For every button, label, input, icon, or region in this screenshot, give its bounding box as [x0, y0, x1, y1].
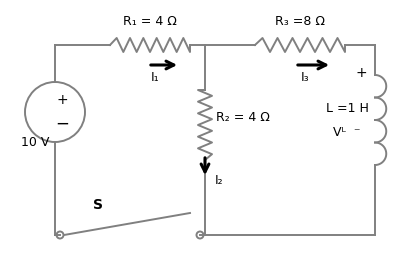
Text: +: +: [355, 66, 367, 80]
Text: 10 V: 10 V: [21, 135, 49, 148]
Text: R₂ = 4 Ω: R₂ = 4 Ω: [216, 110, 270, 124]
Text: S: S: [93, 198, 103, 212]
Text: R₁ = 4 Ω: R₁ = 4 Ω: [123, 15, 177, 28]
Text: I₂: I₂: [215, 173, 223, 186]
Text: Vᴸ  ⁻: Vᴸ ⁻: [333, 126, 361, 139]
Text: I₁: I₁: [151, 70, 159, 83]
Text: −: −: [55, 115, 69, 133]
Text: L =1 H: L =1 H: [326, 101, 368, 114]
Text: I₃: I₃: [301, 70, 309, 83]
Text: R₃ =8 Ω: R₃ =8 Ω: [275, 15, 325, 28]
Text: +: +: [56, 93, 68, 107]
